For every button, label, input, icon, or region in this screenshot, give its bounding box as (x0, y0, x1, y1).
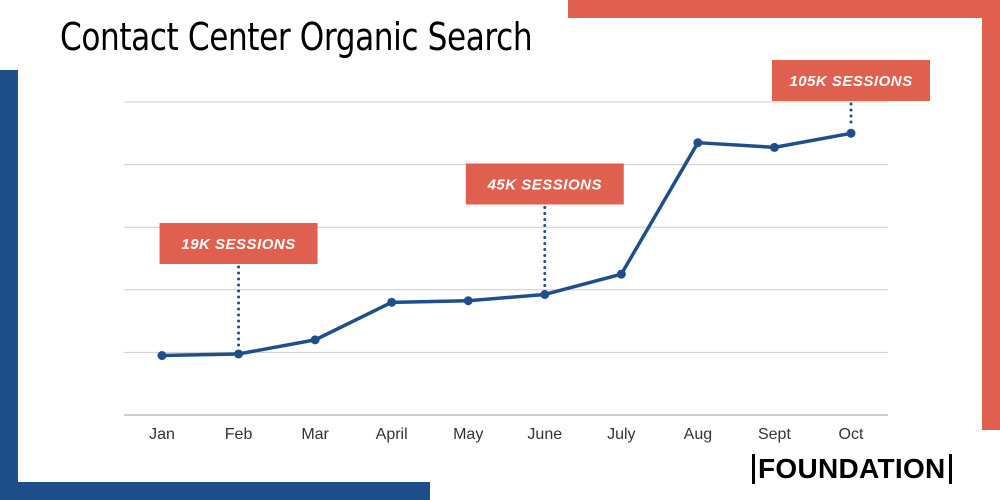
logo-bar-left (752, 454, 755, 484)
data-point (616, 269, 626, 279)
annotation-box (159, 222, 318, 264)
chart-title: Contact Center Organic Search (60, 15, 533, 59)
data-point (234, 349, 244, 359)
annotation-box (772, 60, 930, 101)
x-tick-label: Aug (684, 426, 712, 443)
data-point (769, 142, 779, 152)
data-point (540, 289, 550, 299)
data-point (157, 351, 167, 361)
data-point (463, 296, 473, 306)
x-tick-label: Jan (149, 426, 175, 443)
x-tick-label: June (527, 426, 562, 443)
annotation-label: 105K SESSIONS (789, 73, 912, 90)
decorative-blue-bar-bottom (0, 482, 430, 500)
x-tick-label: Oct (839, 426, 864, 443)
decorative-red-bar-top (568, 0, 1000, 18)
x-tick-label: Sept (758, 426, 791, 443)
data-point (693, 138, 703, 148)
annotation-callouts: 19K SESSIONS 45K SESSIONS 105K SESSIONS (159, 60, 930, 264)
x-axis-tick-labels: Jan Feb Mar April May June July Aug Sept Oct (149, 426, 864, 443)
logo-bar-right (948, 454, 952, 484)
annotation-leaders (237, 102, 853, 348)
series-line-path (160, 131, 853, 358)
decorative-blue-bar-left (0, 70, 18, 500)
foundation-logo: FOUNDATION (752, 452, 988, 486)
data-point (846, 128, 856, 138)
data-point (310, 335, 320, 345)
x-tick-label: Mar (301, 426, 329, 443)
annotation-label: 19K SESSIONS (181, 236, 295, 253)
x-tick-label: April (376, 426, 408, 443)
annotation-label: 45K SESSIONS (487, 176, 602, 193)
annotation-box (465, 163, 624, 205)
series-points (157, 128, 856, 361)
series-line (160, 131, 853, 358)
x-tick-label: Feb (225, 426, 253, 443)
data-point (387, 297, 397, 307)
decorative-red-bar-right (982, 0, 1000, 430)
x-tick-label: May (453, 426, 483, 443)
x-tick-label: July (607, 426, 635, 443)
logo-text: FOUNDATION (758, 453, 946, 484)
